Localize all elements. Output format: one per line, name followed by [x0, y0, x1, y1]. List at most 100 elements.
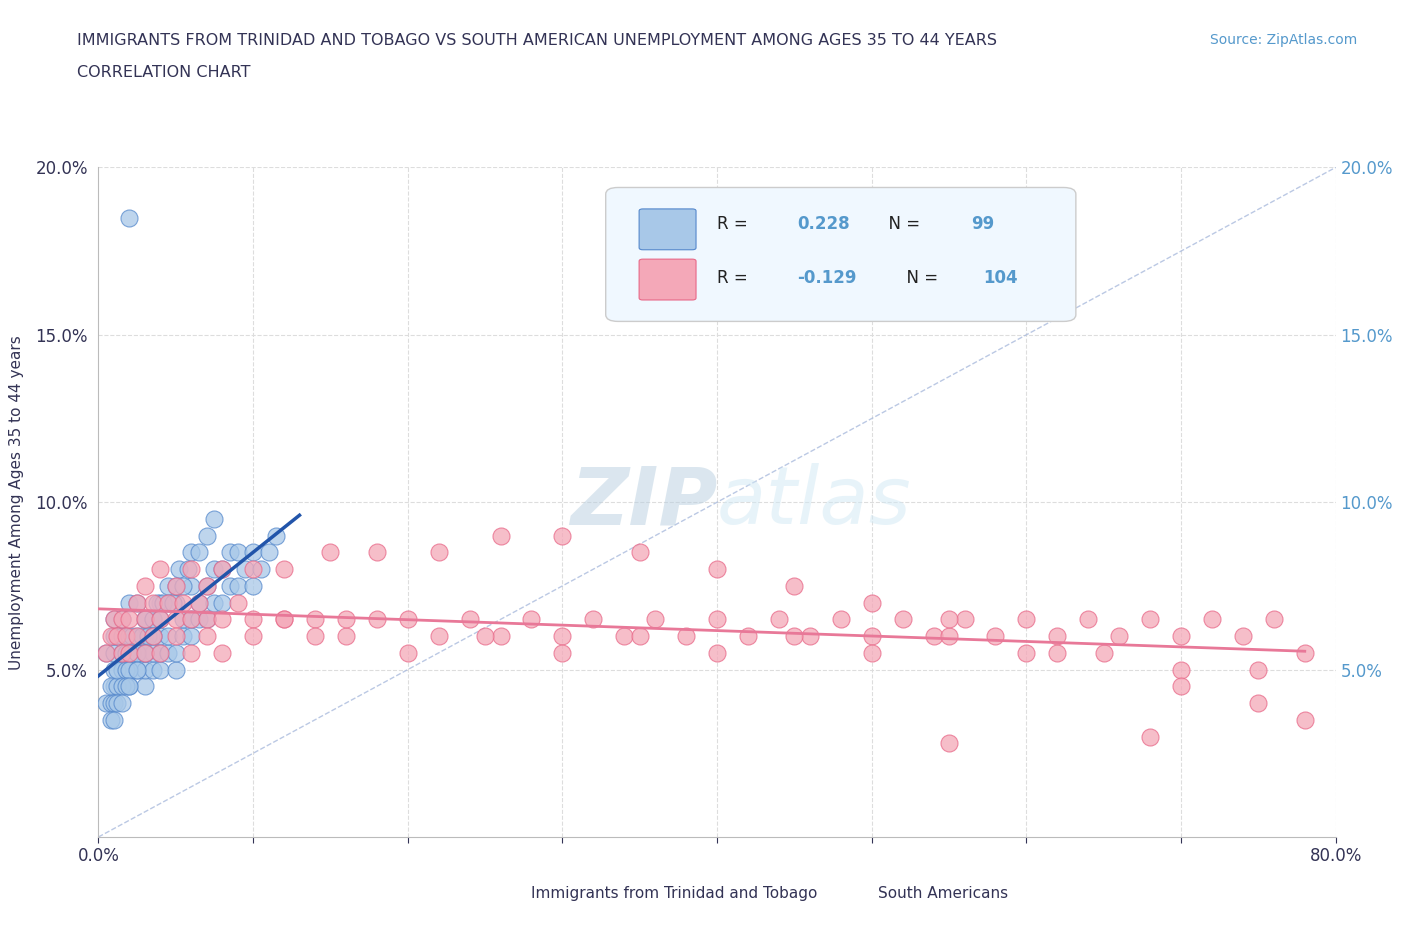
- Point: [891, 612, 914, 627]
- Point: [195, 629, 218, 644]
- Point: [489, 528, 512, 543]
- Point: [134, 662, 156, 677]
- Point: [149, 595, 172, 610]
- Point: [783, 629, 806, 644]
- Point: [242, 562, 264, 577]
- Point: [127, 595, 149, 610]
- Point: [142, 612, 165, 627]
- Point: [304, 612, 326, 627]
- Point: [242, 629, 264, 644]
- Point: [134, 612, 156, 627]
- Point: [1139, 612, 1161, 627]
- Point: [100, 679, 122, 694]
- Point: [706, 612, 728, 627]
- Point: [938, 629, 960, 644]
- Point: [136, 629, 159, 644]
- Point: [273, 612, 295, 627]
- Point: [180, 629, 202, 644]
- Point: [134, 679, 156, 694]
- Text: 99: 99: [970, 216, 994, 233]
- Point: [165, 629, 187, 644]
- Point: [211, 595, 233, 610]
- FancyBboxPatch shape: [606, 188, 1076, 322]
- Point: [427, 545, 450, 560]
- Text: South Americans: South Americans: [877, 886, 1008, 901]
- Point: [266, 528, 288, 543]
- Point: [188, 612, 211, 627]
- Point: [177, 562, 200, 577]
- Point: [860, 645, 883, 660]
- Point: [204, 562, 226, 577]
- Point: [96, 645, 118, 660]
- Text: atlas: atlas: [717, 463, 912, 541]
- Point: [1015, 612, 1038, 627]
- Point: [242, 578, 264, 593]
- Point: [134, 612, 156, 627]
- Point: [111, 612, 134, 627]
- FancyBboxPatch shape: [813, 871, 866, 912]
- Point: [149, 645, 172, 660]
- Point: [1170, 679, 1192, 694]
- Point: [195, 578, 218, 593]
- Point: [582, 612, 605, 627]
- Point: [180, 545, 202, 560]
- Text: Source: ZipAtlas.com: Source: ZipAtlas.com: [1209, 33, 1357, 46]
- Point: [100, 629, 122, 644]
- Point: [860, 629, 883, 644]
- Point: [115, 662, 138, 677]
- Point: [127, 645, 149, 660]
- Point: [115, 645, 138, 660]
- Point: [149, 562, 172, 577]
- Text: N =: N =: [897, 269, 943, 286]
- Point: [188, 545, 211, 560]
- Point: [134, 629, 156, 644]
- Point: [938, 612, 960, 627]
- Point: [173, 578, 195, 593]
- Point: [1046, 645, 1069, 660]
- Point: [1170, 662, 1192, 677]
- Point: [127, 629, 149, 644]
- Point: [1139, 729, 1161, 744]
- Point: [1201, 612, 1223, 627]
- Point: [235, 562, 257, 577]
- Point: [226, 595, 249, 610]
- Point: [134, 645, 156, 660]
- Point: [613, 629, 636, 644]
- Point: [103, 696, 125, 711]
- Text: 104: 104: [983, 269, 1018, 286]
- Point: [180, 612, 202, 627]
- Point: [100, 712, 122, 727]
- Text: Immigrants from Trinidad and Tobago: Immigrants from Trinidad and Tobago: [531, 886, 818, 901]
- Point: [219, 578, 242, 593]
- Point: [335, 629, 357, 644]
- Point: [211, 612, 233, 627]
- Point: [131, 629, 153, 644]
- Point: [103, 612, 125, 627]
- Point: [173, 612, 195, 627]
- Point: [173, 629, 195, 644]
- Point: [1046, 629, 1069, 644]
- Point: [146, 595, 169, 610]
- Point: [335, 612, 357, 627]
- Point: [127, 629, 149, 644]
- Point: [121, 645, 143, 660]
- Point: [706, 562, 728, 577]
- Point: [121, 629, 143, 644]
- Point: [111, 679, 134, 694]
- Point: [242, 612, 264, 627]
- Point: [118, 662, 141, 677]
- Point: [242, 545, 264, 560]
- Point: [427, 629, 450, 644]
- Point: [211, 562, 233, 577]
- Point: [211, 562, 233, 577]
- Point: [149, 612, 172, 627]
- Point: [165, 578, 187, 593]
- Point: [167, 562, 190, 577]
- Point: [474, 629, 496, 644]
- Point: [953, 612, 976, 627]
- Point: [111, 645, 134, 660]
- Point: [118, 645, 141, 660]
- Point: [188, 595, 211, 610]
- Point: [628, 545, 651, 560]
- Point: [1077, 612, 1099, 627]
